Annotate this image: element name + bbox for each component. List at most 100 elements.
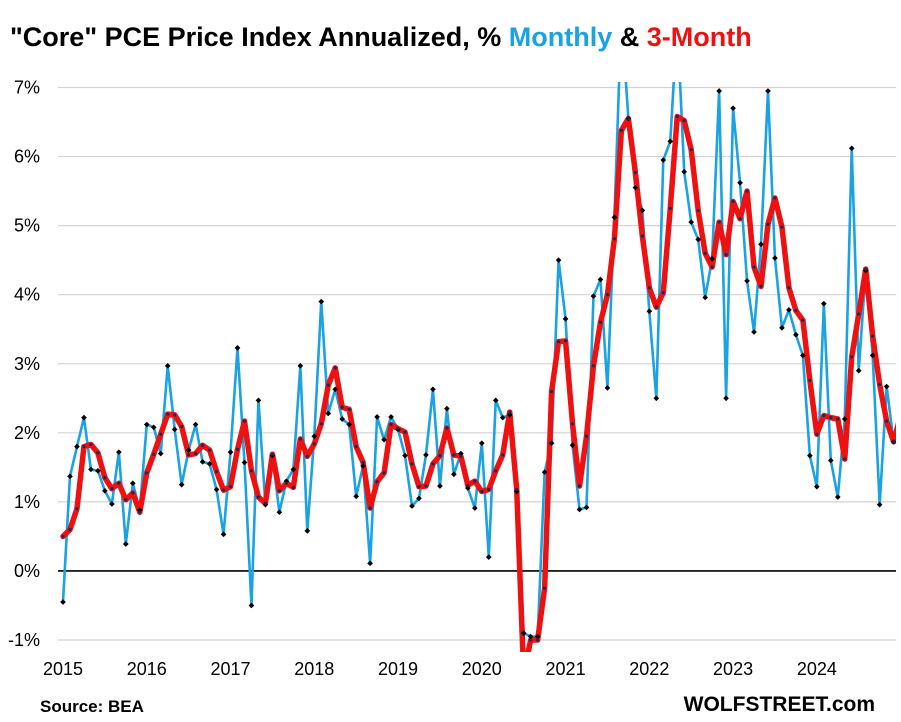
x-tick-label: 2018 [294,659,334,679]
title-monthly: Monthly [508,22,613,52]
three-month-point [570,422,575,426]
monthly-point [883,383,890,390]
monthly-point [619,12,625,18]
three-month-point [508,410,512,414]
title-amp: & [619,22,640,52]
monthly-point [227,449,234,455]
monthly-point [430,386,436,393]
monthly-point [876,501,883,508]
monthly-point [744,278,750,284]
title-prefix: "Core" PCE Price Index Annualized, % [10,22,502,52]
three-month-point [857,312,861,316]
monthly-point [290,466,297,473]
y-tick-label: -1% [8,630,40,650]
three-month-point [780,225,784,229]
three-month-point [256,495,261,499]
monthly-point [102,487,108,494]
monthly-point [534,633,541,640]
monthly-point [667,138,674,145]
monthly-point [499,414,506,421]
three-month-point [291,485,295,489]
monthly-point [820,300,827,307]
three-month-point [131,491,135,495]
monthly-point [765,88,771,94]
three-month-point [235,447,240,451]
y-axis-tick-labels: -1% 0% 1% 2% 3% 4% 5% 6% 7% [8,78,40,651]
monthly-point [632,184,639,191]
three-month-point [843,457,847,461]
three-month-point [221,488,226,492]
three-month-point [745,189,749,193]
monthly-point [255,397,262,404]
three-month-point [480,489,484,494]
y-tick-label: 2% [14,423,40,443]
three-month-point [445,426,449,430]
monthly-point [367,560,373,567]
monthly-point [639,207,646,214]
three-month-point [96,451,100,455]
three-month-point [68,527,72,532]
monthly-point [834,494,841,500]
three-month-point [284,481,288,485]
x-tick-label: 2021 [546,659,586,679]
monthly-point [192,421,199,428]
three-month-point [633,170,637,175]
series-line-monthly [61,82,896,638]
monthly-point [81,414,87,421]
monthly-point [185,447,192,453]
monthly-point [681,168,688,175]
monthly-point [164,362,171,369]
three-month-point [242,419,247,423]
monthly-point [129,480,136,487]
y-tick-label: 6% [14,147,40,167]
monthly-point [772,255,778,261]
monthly-point [841,416,848,422]
three-month-point [438,454,442,458]
three-month-point [249,469,254,473]
monthly-point [437,483,443,489]
three-month-point [145,471,149,475]
three-month-point [452,453,456,457]
three-month-point [298,437,302,441]
y-tick-label: 7% [14,78,40,98]
monthly-point [779,325,785,331]
three-month-point [529,638,533,642]
three-month-point [752,265,756,269]
y-tick-label: 4% [14,285,40,305]
three-month-point [201,443,205,447]
three-month-point [640,234,644,238]
monthly-point [786,307,792,313]
monthly-point [458,450,464,457]
monthly-point [423,452,429,458]
monthly-point [451,471,457,478]
monthly-point [485,554,492,560]
three-month-point [228,485,233,489]
three-month-point [543,586,547,590]
source-label: Source: BEA [40,697,144,716]
monthly-point [569,442,576,449]
three-month-point [494,469,498,473]
three-month-point [263,501,268,505]
monthly-point [199,458,206,465]
three-month-point [759,284,763,288]
three-month-point [654,305,658,309]
three-month-point [787,286,791,290]
monthly-point [492,397,499,404]
monthly-point [325,410,332,417]
monthly-point [109,501,115,507]
three-month-point [194,451,198,456]
three-month-point [124,498,128,502]
three-month-point [312,442,316,446]
three-month-point [892,440,896,444]
monthly-point [346,421,353,428]
three-month-point [333,366,337,370]
monthly-point [807,452,813,459]
three-month-point [501,453,505,457]
monthly-point [416,495,422,502]
three-month-point [577,484,582,488]
monthly-point [248,602,255,609]
three-month-point [836,417,840,421]
three-month-point [375,480,379,484]
three-month-point [305,454,309,458]
three-month-point [166,412,170,416]
